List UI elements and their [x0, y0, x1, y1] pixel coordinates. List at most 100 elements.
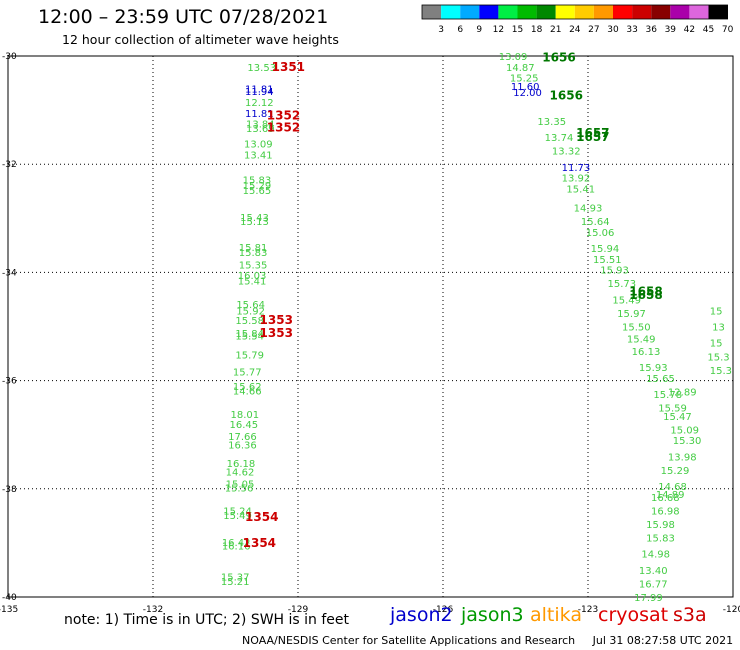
swh-value: 13.35 — [537, 117, 566, 128]
swh-value: 13.41 — [244, 150, 273, 161]
swh-value: 13 — [712, 323, 725, 334]
colorbar-swatch — [632, 5, 652, 19]
time-label: 1354 — [243, 536, 276, 550]
colorbar-swatch — [536, 5, 556, 19]
swh-value: 16.18 — [227, 459, 256, 470]
swh-value: 15.37 — [221, 572, 250, 583]
colorbar-label: 42 — [684, 25, 695, 35]
colorbar-label: 15 — [512, 25, 523, 35]
colorbar-label: 30 — [607, 25, 619, 35]
time-label: 1657 — [576, 130, 609, 144]
swh-value: 15.25 — [510, 74, 539, 85]
swh-value: 11.73 — [562, 163, 591, 174]
colorbar-label: 33 — [626, 25, 637, 35]
swh-value: 15.56 — [225, 484, 254, 495]
time-label: 1658 — [629, 288, 662, 302]
colorbar-swatch — [441, 5, 461, 19]
y-tick-label: -32 — [2, 160, 17, 170]
colorbar-label: 36 — [645, 25, 657, 35]
swh-value: 15.49 — [612, 295, 641, 306]
colorbar-swatch — [460, 5, 480, 19]
time-label: 1353 — [260, 326, 293, 340]
swh-value: 15.43 — [240, 213, 269, 224]
swh-value: 16.16 — [222, 542, 251, 553]
swh-value: 14.89 — [656, 490, 685, 501]
swh-value: 15.62 — [233, 382, 262, 393]
swh-value: 14.62 — [226, 467, 255, 478]
swh-value: 15.65 — [646, 374, 675, 385]
swh-value: 12.89 — [668, 387, 697, 398]
colorbar-swatch — [555, 5, 575, 19]
swh-value: 15.51 — [593, 255, 622, 266]
swh-value: 13.92 — [562, 174, 591, 185]
chart-title: 12:00 – 23:59 UTC 07/28/2021 — [38, 6, 329, 28]
swh-value: 15.84 — [235, 329, 264, 340]
colorbar-label: 45 — [703, 25, 714, 35]
colorbar-swatch — [574, 5, 594, 19]
legend-altika: altika — [530, 604, 582, 626]
x-tick-label: -135 — [0, 605, 18, 615]
swh-value: 13.69 — [246, 124, 275, 135]
colorbar-swatch — [517, 5, 537, 19]
colorbar-label: 21 — [550, 25, 561, 35]
swh-value: 13.98 — [668, 452, 697, 463]
y-tick-label: -34 — [2, 268, 17, 278]
swh-value: 15.83 — [646, 533, 675, 544]
time-label: 1352 — [267, 109, 300, 123]
swh-value: 14.87 — [506, 63, 535, 74]
swh-value: 15.50 — [622, 323, 651, 334]
swh-value: 14.68 — [658, 482, 687, 493]
swh-value: 15.29 — [243, 181, 272, 192]
swh-value: 13.32 — [552, 147, 581, 158]
swh-value: 15.65 — [243, 186, 272, 197]
swh-value: 15.93 — [639, 363, 668, 374]
swh-value: 15.92 — [236, 306, 265, 317]
swh-value: 14.98 — [641, 550, 670, 561]
swh-value: 16.77 — [639, 579, 668, 590]
swh-value: 15.49 — [627, 334, 656, 345]
time-label: 1354 — [245, 510, 278, 524]
swh-value: 13.09 — [499, 52, 528, 63]
swh-value: 15.78 — [653, 390, 682, 401]
swh-value: 13.84 — [246, 120, 275, 131]
legend-cryosat: cryosat — [598, 604, 669, 626]
colorbar-swatch — [651, 5, 671, 19]
swh-value: 14.93 — [574, 203, 603, 214]
chart-subtitle: 12 hour collection of altimeter wave hei… — [62, 32, 339, 47]
x-tick-label: -123 — [578, 605, 598, 615]
swh-value: 16.98 — [651, 506, 680, 517]
swh-value: 15.73 — [608, 279, 637, 290]
swh-value: 15.49 — [223, 511, 252, 522]
swh-value: 15 — [710, 306, 723, 317]
x-tick-label: -129 — [288, 605, 309, 615]
colorbar-swatch — [498, 5, 518, 19]
swh-value: 15.64 — [581, 217, 610, 228]
x-tick-label: -126 — [433, 605, 454, 615]
colorbar-swatch — [689, 5, 709, 19]
y-tick-label: -40 — [2, 593, 17, 603]
swh-value: 15.54 — [235, 332, 264, 343]
colorbar-label: 12 — [493, 25, 504, 35]
swh-value: 15.09 — [670, 425, 699, 436]
swh-value: 15 — [710, 339, 723, 350]
colorbar-label: 39 — [665, 25, 677, 35]
colorbar-label: 27 — [588, 25, 599, 35]
swh-value: 15.59 — [658, 404, 687, 415]
colorbar-frame — [421, 4, 729, 20]
time-label: 1353 — [260, 313, 293, 327]
colorbar-swatch — [670, 5, 690, 19]
legend-s3a: s3a — [673, 604, 707, 626]
plot-frame — [7, 55, 734, 598]
swh-value: 15.47 — [663, 412, 692, 423]
colorbar-swatch — [422, 5, 442, 19]
legend-jason3: jason3 — [461, 604, 524, 626]
swh-value: 15.3 — [710, 366, 732, 377]
swh-value: 15.81 — [239, 243, 268, 254]
time-label: 1352 — [267, 120, 300, 134]
y-tick-label: -38 — [2, 485, 17, 495]
swh-value: 15.83 — [243, 175, 272, 186]
colorbar-label: 18 — [531, 25, 543, 35]
swh-value: 15.64 — [236, 300, 265, 311]
colorbar-label: 70 — [722, 25, 734, 35]
colorbar-swatch — [593, 5, 613, 19]
